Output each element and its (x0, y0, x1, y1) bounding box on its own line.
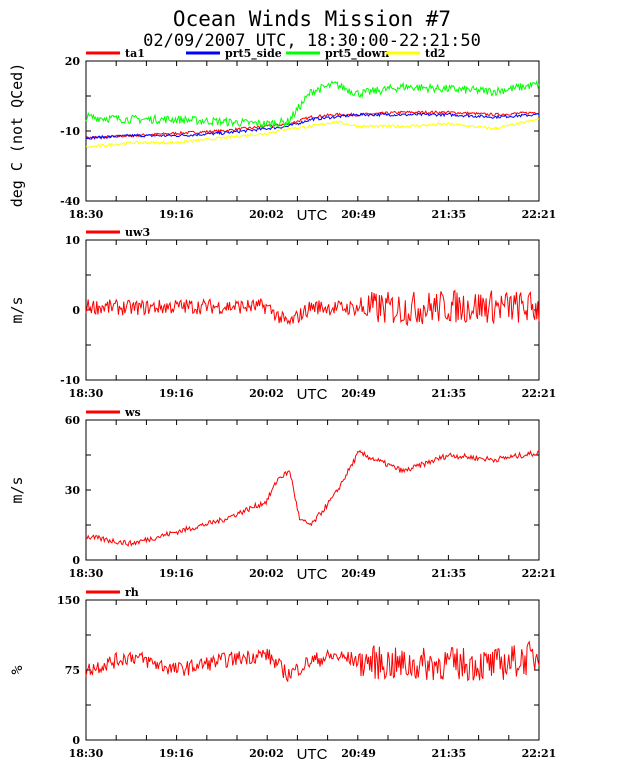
y-tick-label: 0 (72, 734, 80, 747)
legend-label-td2: td2 (425, 47, 445, 60)
x-tick-label: 20:49 (341, 208, 376, 221)
chart-title: Ocean Winds Mission #7 (173, 7, 451, 31)
y-tick-label: 150 (57, 594, 80, 607)
x-tick-label: 18:30 (69, 387, 104, 400)
x-tick-label: 19:16 (159, 208, 194, 221)
series-line-prt5_side (85, 112, 540, 140)
x-tick-label: 19:16 (159, 747, 194, 760)
legend-label-uw3: uw3 (125, 226, 150, 239)
legend-label-ta1: ta1 (125, 47, 145, 60)
x-axis-label: UTC (297, 207, 328, 224)
series-line-rh (85, 640, 540, 683)
x-tick-label: 20:02 (249, 567, 284, 580)
y-tick-label: 60 (65, 414, 81, 427)
y-tick-label: -40 (60, 195, 80, 208)
legend-label-prt5_side: prt5_side (225, 47, 282, 61)
y-tick-label: -10 (60, 125, 80, 138)
plot-frame (85, 599, 540, 741)
y-tick-label: -10 (60, 374, 80, 387)
x-tick-label: 21:35 (431, 208, 466, 221)
x-tick-label: 22:21 (522, 387, 557, 400)
y-tick-label: 10 (65, 234, 81, 247)
y-axis-label: m/s (8, 296, 26, 323)
series-line-ws (85, 449, 540, 547)
plot-frame (85, 60, 540, 202)
x-axis-label: UTC (297, 386, 328, 403)
y-tick-label: 75 (65, 664, 80, 677)
series-line-uw3 (85, 289, 540, 327)
x-tick-label: 19:16 (159, 387, 194, 400)
y-tick-label: 20 (65, 55, 81, 68)
x-axis-label: UTC (297, 566, 328, 583)
plot-frame (85, 239, 540, 381)
chart-subtitle: 02/09/2007 UTC, 18:30:00-22:21:50 (143, 31, 481, 51)
x-tick-label: 20:02 (249, 208, 284, 221)
x-tick-label: 21:35 (431, 387, 466, 400)
x-tick-label: 18:30 (69, 208, 104, 221)
y-axis-label: m/s (8, 476, 26, 503)
x-tick-label: 21:35 (431, 567, 466, 580)
x-tick-label: 20:49 (341, 567, 376, 580)
y-axis-label: % (8, 665, 26, 674)
x-tick-label: 20:49 (341, 387, 376, 400)
legend-label-rh: rh (125, 586, 139, 599)
x-tick-label: 22:21 (522, 747, 557, 760)
x-tick-label: 20:49 (341, 747, 376, 760)
y-tick-label: 0 (72, 304, 80, 317)
panel-4: 150 75 018:30 19:16 20:02 20:49 21:35 22:21 UTC%… (8, 586, 556, 763)
x-tick-label: 22:21 (522, 208, 557, 221)
panel-3: 60 30 018:30 19:16 20:02 20:49 21:35 22:21 UTC m/… (8, 406, 556, 583)
legend-label-prt5_down: prt5_down (325, 47, 389, 61)
x-tick-label: 20:02 (249, 747, 284, 760)
x-tick-label: 22:21 (522, 567, 557, 580)
x-tick-label: 18:30 (69, 567, 104, 580)
series-line-prt5_down (85, 79, 540, 129)
legend-label-ws: ws (124, 406, 141, 419)
x-tick-label: 21:35 (431, 747, 466, 760)
x-tick-label: 18:30 (69, 747, 104, 760)
plot-frame (85, 419, 540, 561)
x-tick-label: 19:16 (159, 567, 194, 580)
y-tick-label: 30 (65, 484, 81, 497)
x-axis-label: UTC (297, 746, 328, 763)
y-tick-label: 0 (72, 554, 80, 567)
x-tick-label: 20:02 (249, 387, 284, 400)
y-axis-label: deg C (not QCed) (8, 63, 26, 208)
series-line-td2 (85, 117, 540, 149)
